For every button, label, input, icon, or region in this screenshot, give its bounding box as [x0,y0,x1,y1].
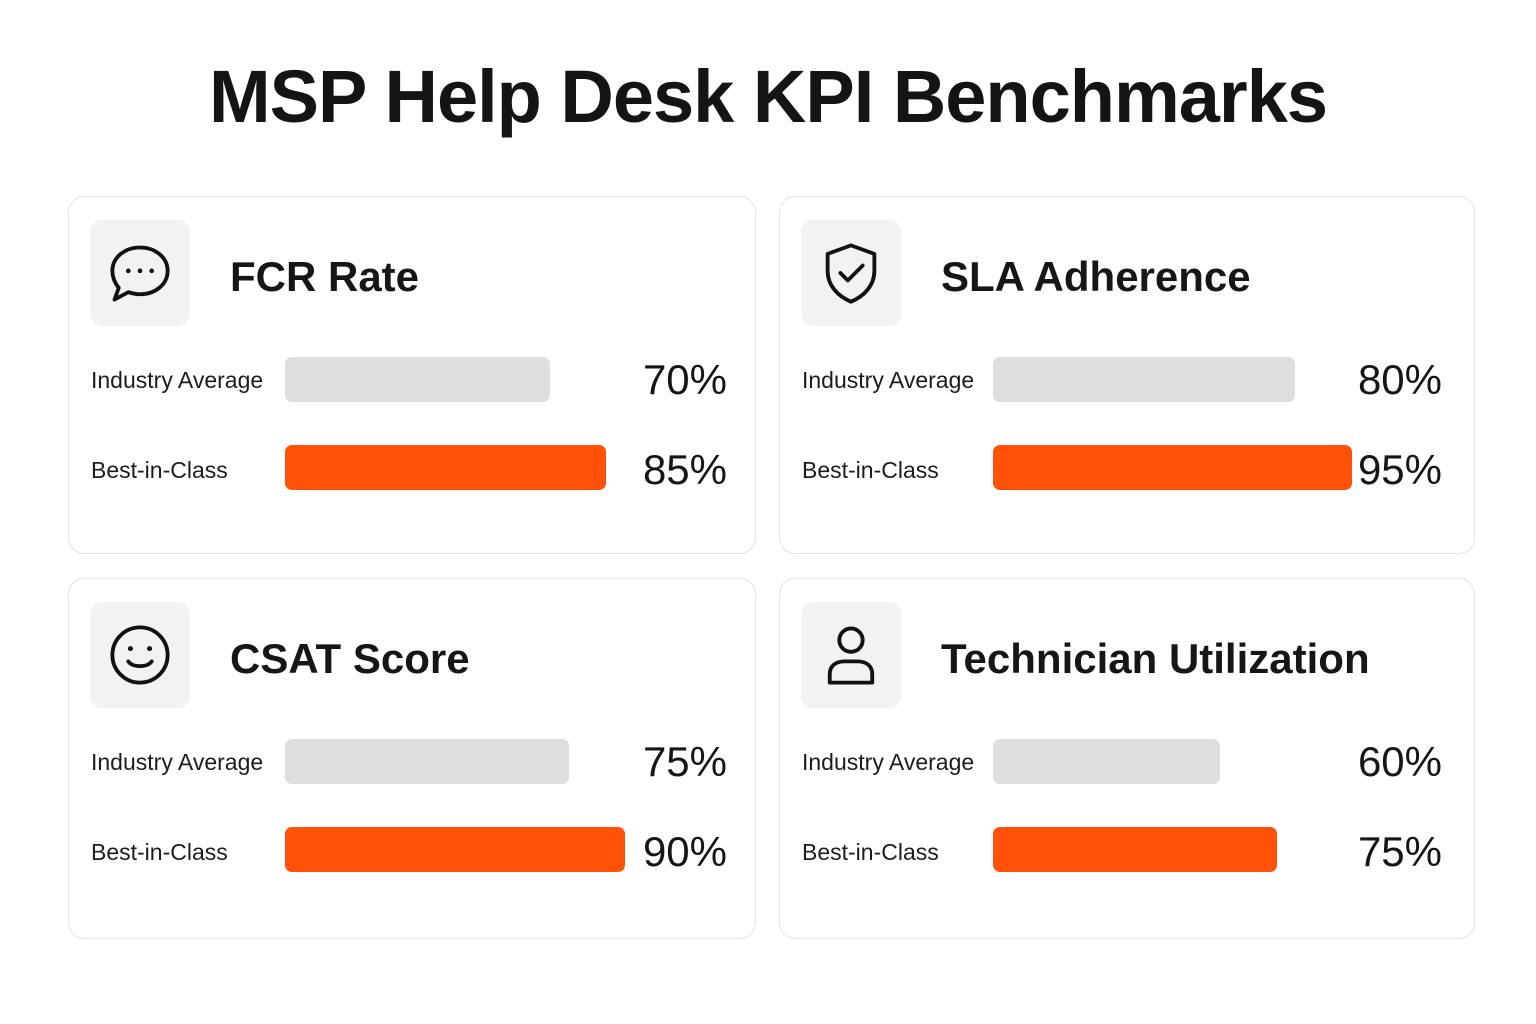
industry-average-bar [993,357,1295,402]
industry-average-value: 60% [1357,738,1442,785]
best-in-class-value: 75% [1357,828,1442,875]
kpi-card-sla-adherence: SLA Adherence Industry Average 80% Best-… [779,196,1475,554]
kpi-card-technician-utilization: Technician Utilization Industry Average … [779,578,1475,939]
kpi-card-csat-score: CSAT Score Industry Average 75% Best-in-… [68,578,756,939]
best-in-class-bar [285,827,625,872]
industry-average-value: 70% [642,356,727,403]
industry-average-label: Industry Average [802,367,975,393]
shield-check-icon [801,220,901,326]
user-icon [801,602,901,708]
industry-average-bar [285,739,569,784]
industry-average-bar [285,357,550,402]
industry-average-label: Industry Average [802,749,975,775]
card-title: FCR Rate [230,253,420,300]
best-in-class-label: Best-in-Class [802,457,939,483]
kpi-card-fcr-rate: FCR Rate Industry Average 70% Best-in-Cl… [68,196,756,554]
card-title: SLA Adherence [941,253,1251,300]
best-in-class-label: Best-in-Class [802,839,939,865]
card-title: Technician Utilization [941,635,1370,682]
best-in-class-bar [285,445,606,490]
industry-average-label: Industry Average [91,749,264,775]
industry-average-value: 80% [1357,356,1442,403]
best-in-class-value: 90% [642,828,727,875]
card-title: CSAT Score [230,635,470,682]
chat-bubble-icon [90,220,190,326]
industry-average-label: Industry Average [91,367,264,393]
smiley-face-icon [90,602,190,708]
industry-average-bar [993,739,1220,784]
best-in-class-label: Best-in-Class [91,839,228,865]
best-in-class-bar [993,827,1277,872]
best-in-class-label: Best-in-Class [91,457,228,483]
best-in-class-value: 85% [642,446,727,493]
page-title: MSP Help Desk KPI Benchmarks [208,55,1328,138]
best-in-class-value: 95% [1357,446,1442,493]
best-in-class-bar [993,445,1352,490]
industry-average-value: 75% [642,738,727,785]
